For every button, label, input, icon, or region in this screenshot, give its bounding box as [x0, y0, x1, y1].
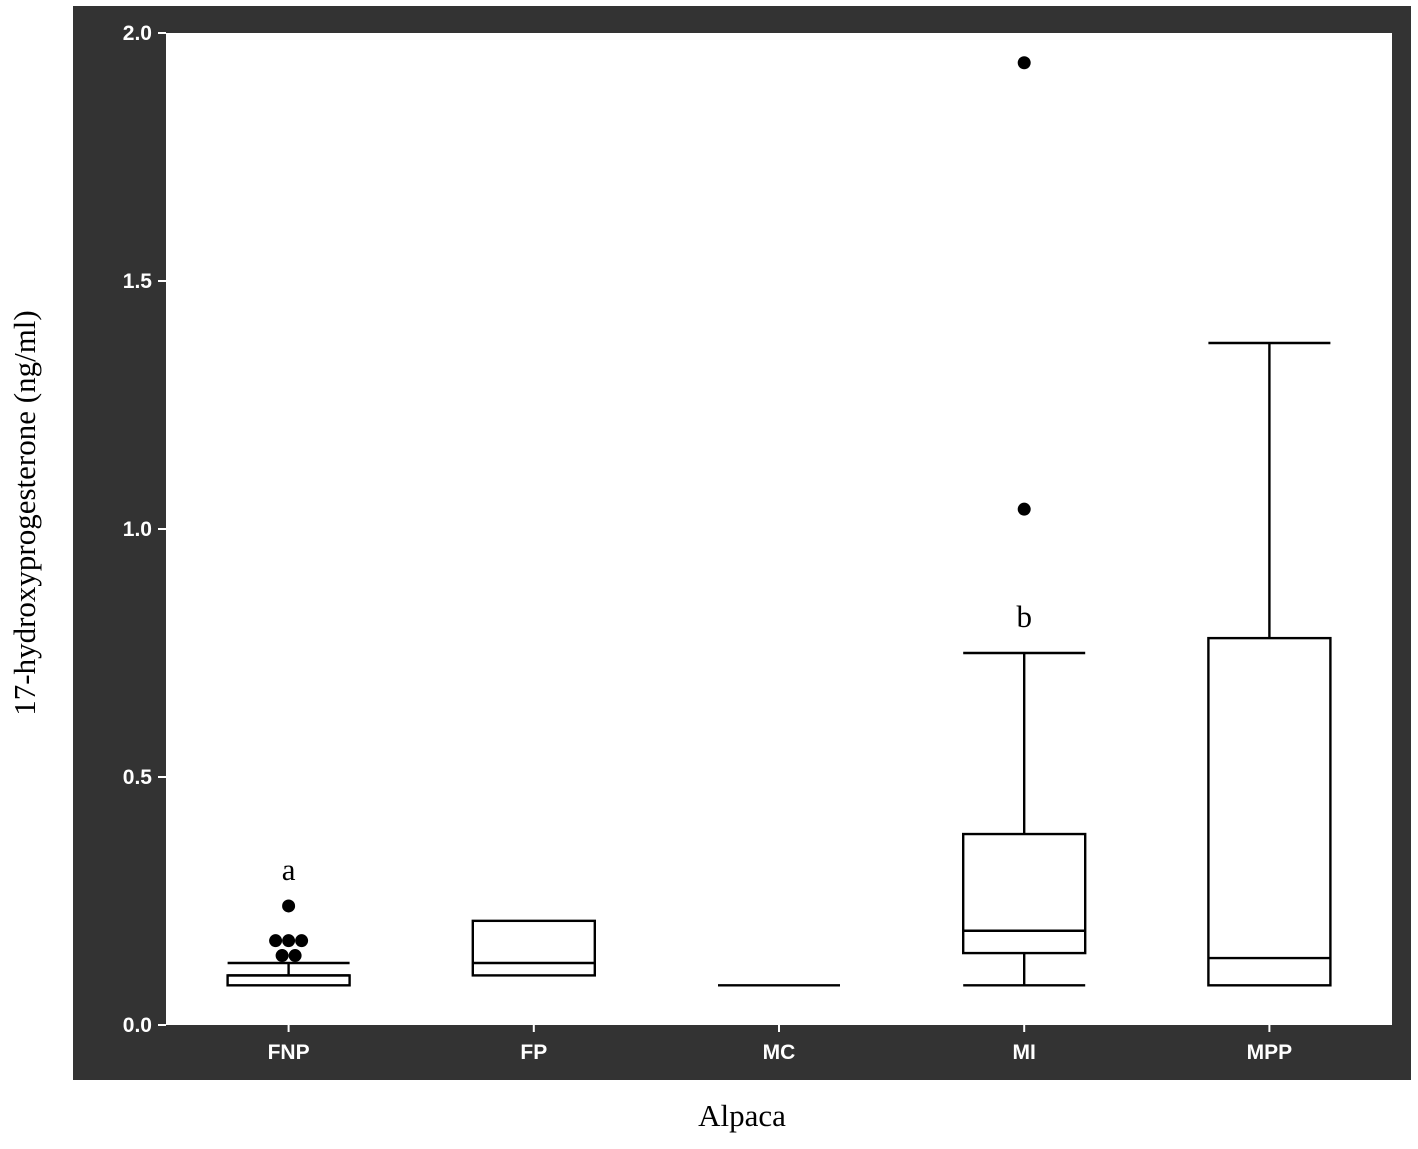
x-tick-label: MPP	[1247, 1041, 1293, 1064]
outlier-point	[275, 949, 289, 963]
x-tick-label: MI	[1013, 1041, 1036, 1064]
significance-letter: b	[1016, 599, 1032, 634]
box-iqr	[962, 832, 1087, 955]
y-axis-ticks: 0.0 0.5 1.0 1.5 2.0	[123, 22, 166, 1037]
x-axis-title: Alpaca	[698, 1098, 786, 1133]
outlier-point	[282, 934, 296, 948]
y-tick-label: 2.0	[123, 22, 152, 45]
x-tick-label: FP	[520, 1041, 547, 1064]
box-mi: b	[962, 56, 1087, 987]
box-series: ab	[226, 56, 1332, 987]
x-axis-ticks: FNP FP MC MI MPP	[268, 1025, 1293, 1064]
box-fnp: a	[226, 852, 351, 987]
outlier-point	[269, 934, 283, 948]
plot-area	[166, 33, 1392, 1025]
y-tick-label: 1.5	[123, 270, 153, 293]
outlier-point	[295, 934, 309, 948]
y-tick-label: 1.0	[123, 518, 152, 541]
y-tick-label: 0.5	[123, 766, 153, 789]
outlier-point	[1017, 502, 1031, 516]
x-tick-label: MC	[763, 1041, 796, 1064]
y-axis-title: 17-hydroxyprogesterone (ng/ml)	[7, 310, 42, 715]
outlier-point	[288, 949, 302, 963]
box-fp	[471, 919, 596, 977]
outlier-point	[282, 899, 296, 913]
y-tick-label: 0.0	[123, 1014, 152, 1037]
x-tick-label: FNP	[268, 1041, 310, 1064]
box-mpp	[1207, 341, 1332, 987]
box-iqr	[1207, 636, 1332, 987]
outlier-point	[1017, 56, 1031, 70]
significance-letter: a	[282, 852, 296, 887]
box-iqr	[471, 919, 596, 977]
